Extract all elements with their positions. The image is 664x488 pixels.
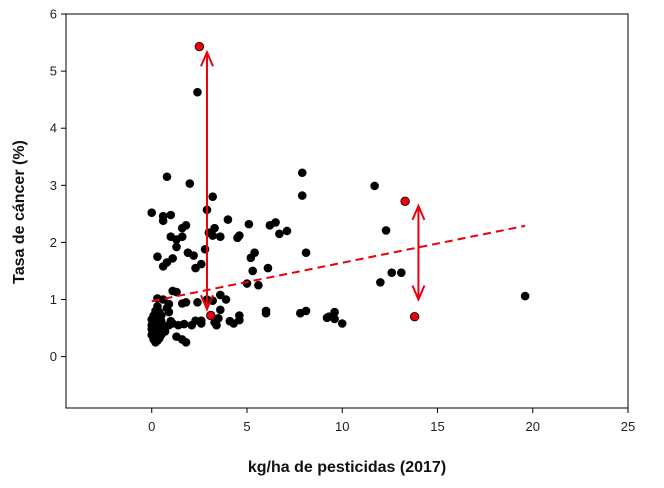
data-point bbox=[147, 208, 157, 218]
trend-line bbox=[151, 224, 526, 303]
highlighted-point bbox=[400, 196, 410, 206]
data-point bbox=[263, 263, 273, 273]
data-point bbox=[376, 278, 385, 287]
data-point bbox=[158, 216, 168, 226]
arrow-head-down bbox=[411, 285, 426, 303]
arrow-head-up bbox=[411, 203, 426, 221]
x-tick-label: 0 bbox=[148, 419, 155, 434]
data-point bbox=[381, 226, 391, 235]
data-point bbox=[301, 306, 311, 316]
data-point bbox=[181, 338, 191, 347]
data-point bbox=[271, 218, 280, 227]
data-point bbox=[261, 308, 271, 318]
arrow-head-down bbox=[200, 294, 214, 312]
data-point bbox=[185, 179, 195, 188]
data-point bbox=[164, 307, 174, 317]
data-point bbox=[208, 192, 217, 202]
data-point bbox=[275, 229, 284, 239]
data-point bbox=[242, 279, 252, 288]
data-point bbox=[387, 268, 397, 277]
data-point bbox=[193, 87, 202, 97]
data-point bbox=[212, 320, 221, 330]
data-point bbox=[216, 305, 225, 315]
data-point bbox=[151, 306, 160, 316]
data-point bbox=[297, 191, 307, 200]
plot-area bbox=[65, 13, 629, 409]
y-axis: 0 1 2 3 4 5 6 bbox=[50, 7, 66, 364]
y-tick-label: 2 bbox=[50, 235, 57, 250]
data-point bbox=[248, 266, 257, 276]
data-point bbox=[370, 181, 379, 191]
x-tick-label: 10 bbox=[335, 419, 349, 434]
data-point bbox=[153, 252, 162, 261]
data-point bbox=[216, 290, 225, 300]
y-tick-label: 3 bbox=[50, 178, 57, 193]
highlighted-point bbox=[206, 310, 216, 321]
data-point bbox=[193, 298, 202, 307]
data-point bbox=[172, 242, 181, 252]
data-point bbox=[177, 299, 187, 308]
x-axis-title: kg/ha de pesticidas (2017) bbox=[248, 459, 446, 476]
data-point bbox=[168, 286, 177, 296]
data-point bbox=[189, 251, 198, 260]
data-point bbox=[181, 220, 191, 230]
x-tick-label: 5 bbox=[243, 419, 250, 434]
data-point bbox=[168, 319, 177, 328]
data-point bbox=[246, 253, 256, 263]
data-point bbox=[330, 307, 339, 317]
arrow-head-up bbox=[200, 49, 214, 67]
data-point bbox=[216, 232, 225, 241]
data-point bbox=[396, 268, 406, 277]
data-point bbox=[166, 210, 176, 220]
data-point bbox=[254, 280, 263, 290]
data-point bbox=[158, 262, 168, 271]
x-axis: 0 5 10 15 20 25 bbox=[148, 408, 635, 434]
data-point bbox=[177, 232, 187, 241]
data-point bbox=[164, 299, 174, 309]
data-point bbox=[520, 291, 530, 301]
x-tick-label: 20 bbox=[526, 419, 540, 434]
data-point bbox=[223, 215, 233, 224]
data-point bbox=[153, 329, 162, 339]
data-point bbox=[301, 248, 311, 257]
highlighted-point bbox=[194, 41, 205, 52]
y-tick-label: 6 bbox=[50, 7, 57, 22]
data-point bbox=[168, 254, 177, 263]
data-point bbox=[200, 244, 210, 254]
data-point bbox=[210, 223, 219, 233]
data-points bbox=[147, 87, 530, 347]
data-point bbox=[204, 228, 214, 237]
data-point bbox=[147, 315, 157, 324]
y-tick-label: 0 bbox=[50, 349, 57, 364]
data-point bbox=[244, 219, 254, 229]
y-tick-label: 4 bbox=[50, 121, 57, 136]
data-point bbox=[221, 295, 231, 304]
data-point bbox=[214, 314, 223, 323]
data-point bbox=[191, 263, 200, 273]
data-point bbox=[337, 319, 347, 328]
data-point bbox=[235, 231, 244, 240]
data-point bbox=[229, 319, 238, 328]
x-tick-label: 15 bbox=[430, 419, 444, 434]
data-point bbox=[162, 172, 172, 182]
y-tick-label: 5 bbox=[50, 64, 57, 79]
data-point bbox=[187, 320, 197, 330]
plot-frame bbox=[65, 13, 629, 409]
data-point bbox=[282, 226, 292, 236]
x-tick-label: 25 bbox=[621, 419, 635, 434]
data-point bbox=[297, 168, 307, 178]
data-point bbox=[330, 314, 339, 324]
annotations bbox=[151, 41, 526, 322]
y-tick-label: 1 bbox=[50, 292, 57, 307]
highlighted-point bbox=[409, 311, 420, 322]
y-axis-title: Tasa de cáncer (%) bbox=[11, 140, 28, 284]
